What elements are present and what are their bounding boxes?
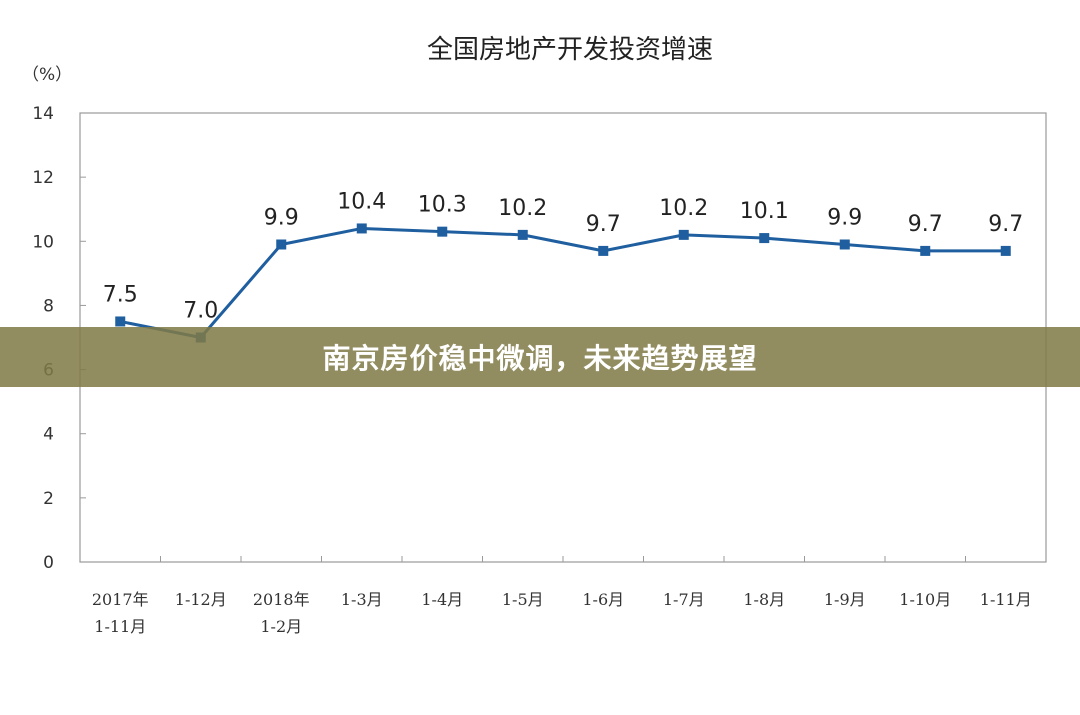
data-label: 9.7	[988, 212, 1023, 237]
y-tick-label: 4	[43, 425, 54, 445]
x-tick-label: 1-4月	[421, 590, 463, 609]
data-label: 10.3	[418, 193, 467, 218]
x-tick-label: 1-11月	[980, 590, 1032, 609]
caption-banner: 南京房价稳中微调，未来趋势展望	[0, 327, 1080, 387]
x-tick-label: 1-8月	[743, 590, 785, 609]
data-label: 9.7	[586, 212, 621, 237]
x-axis-ticks: 2017年 1-11月 1-12月 2018年 1-2月 1-3月 1-4月 1-5月 1-6月…	[92, 556, 1032, 636]
y-tick-label: 14	[32, 104, 54, 124]
caption-text: 南京房价稳中微调，未来趋势展望	[322, 342, 758, 375]
data-label: 10.1	[740, 199, 789, 224]
series-line	[119, 226, 1006, 339]
x-tick-label: 1-12月	[175, 590, 227, 609]
data-label: 10.2	[498, 196, 547, 221]
x-tick-label: 1-6月	[582, 590, 624, 609]
data-label: 10.2	[659, 196, 708, 221]
y-tick-label: 0	[43, 553, 54, 573]
y-axis-unit-label: （%）	[22, 65, 72, 85]
x-tick-label: 1-7月	[663, 590, 705, 609]
data-point-marker	[437, 226, 448, 237]
data-label: 9.7	[908, 212, 943, 237]
x-tick-label: 1-2月	[260, 617, 302, 636]
x-tick-label: 2018年	[253, 590, 310, 609]
series-group: 7.5 7.0 9.9 10.4 10.3 10.2 9.7 10.2 10.1 9.9 9.7 9.…	[103, 189, 1023, 343]
data-point-marker	[598, 245, 609, 256]
x-tick-label: 1-10月	[899, 590, 951, 609]
data-point-marker	[276, 239, 287, 250]
x-tick-label: 1-3月	[341, 590, 383, 609]
data-point-marker	[678, 229, 689, 240]
data-label: 10.4	[337, 189, 386, 214]
data-label: 7.0	[183, 299, 218, 324]
data-point-marker	[115, 316, 126, 327]
x-tick-label: 2017年	[92, 590, 149, 609]
data-label: 7.5	[103, 282, 138, 307]
x-tick-label: 1-5月	[502, 590, 544, 609]
y-tick-label: 10	[32, 232, 54, 252]
data-point-marker	[920, 245, 931, 256]
data-point-marker	[1000, 245, 1011, 256]
x-tick-label: 1-11月	[94, 617, 146, 636]
chart-title: 全国房地产开发投资增速	[427, 35, 713, 65]
data-point-marker	[517, 229, 528, 240]
x-tick-label: 1-9月	[824, 590, 866, 609]
data-point-marker	[839, 239, 850, 250]
y-tick-label: 8	[43, 296, 54, 316]
y-tick-label: 12	[32, 168, 54, 188]
data-label: 9.9	[264, 205, 299, 230]
y-tick-label: 2	[43, 489, 54, 509]
data-point-marker	[356, 223, 367, 234]
data-label: 9.9	[827, 205, 862, 230]
data-point-marker	[759, 233, 770, 244]
